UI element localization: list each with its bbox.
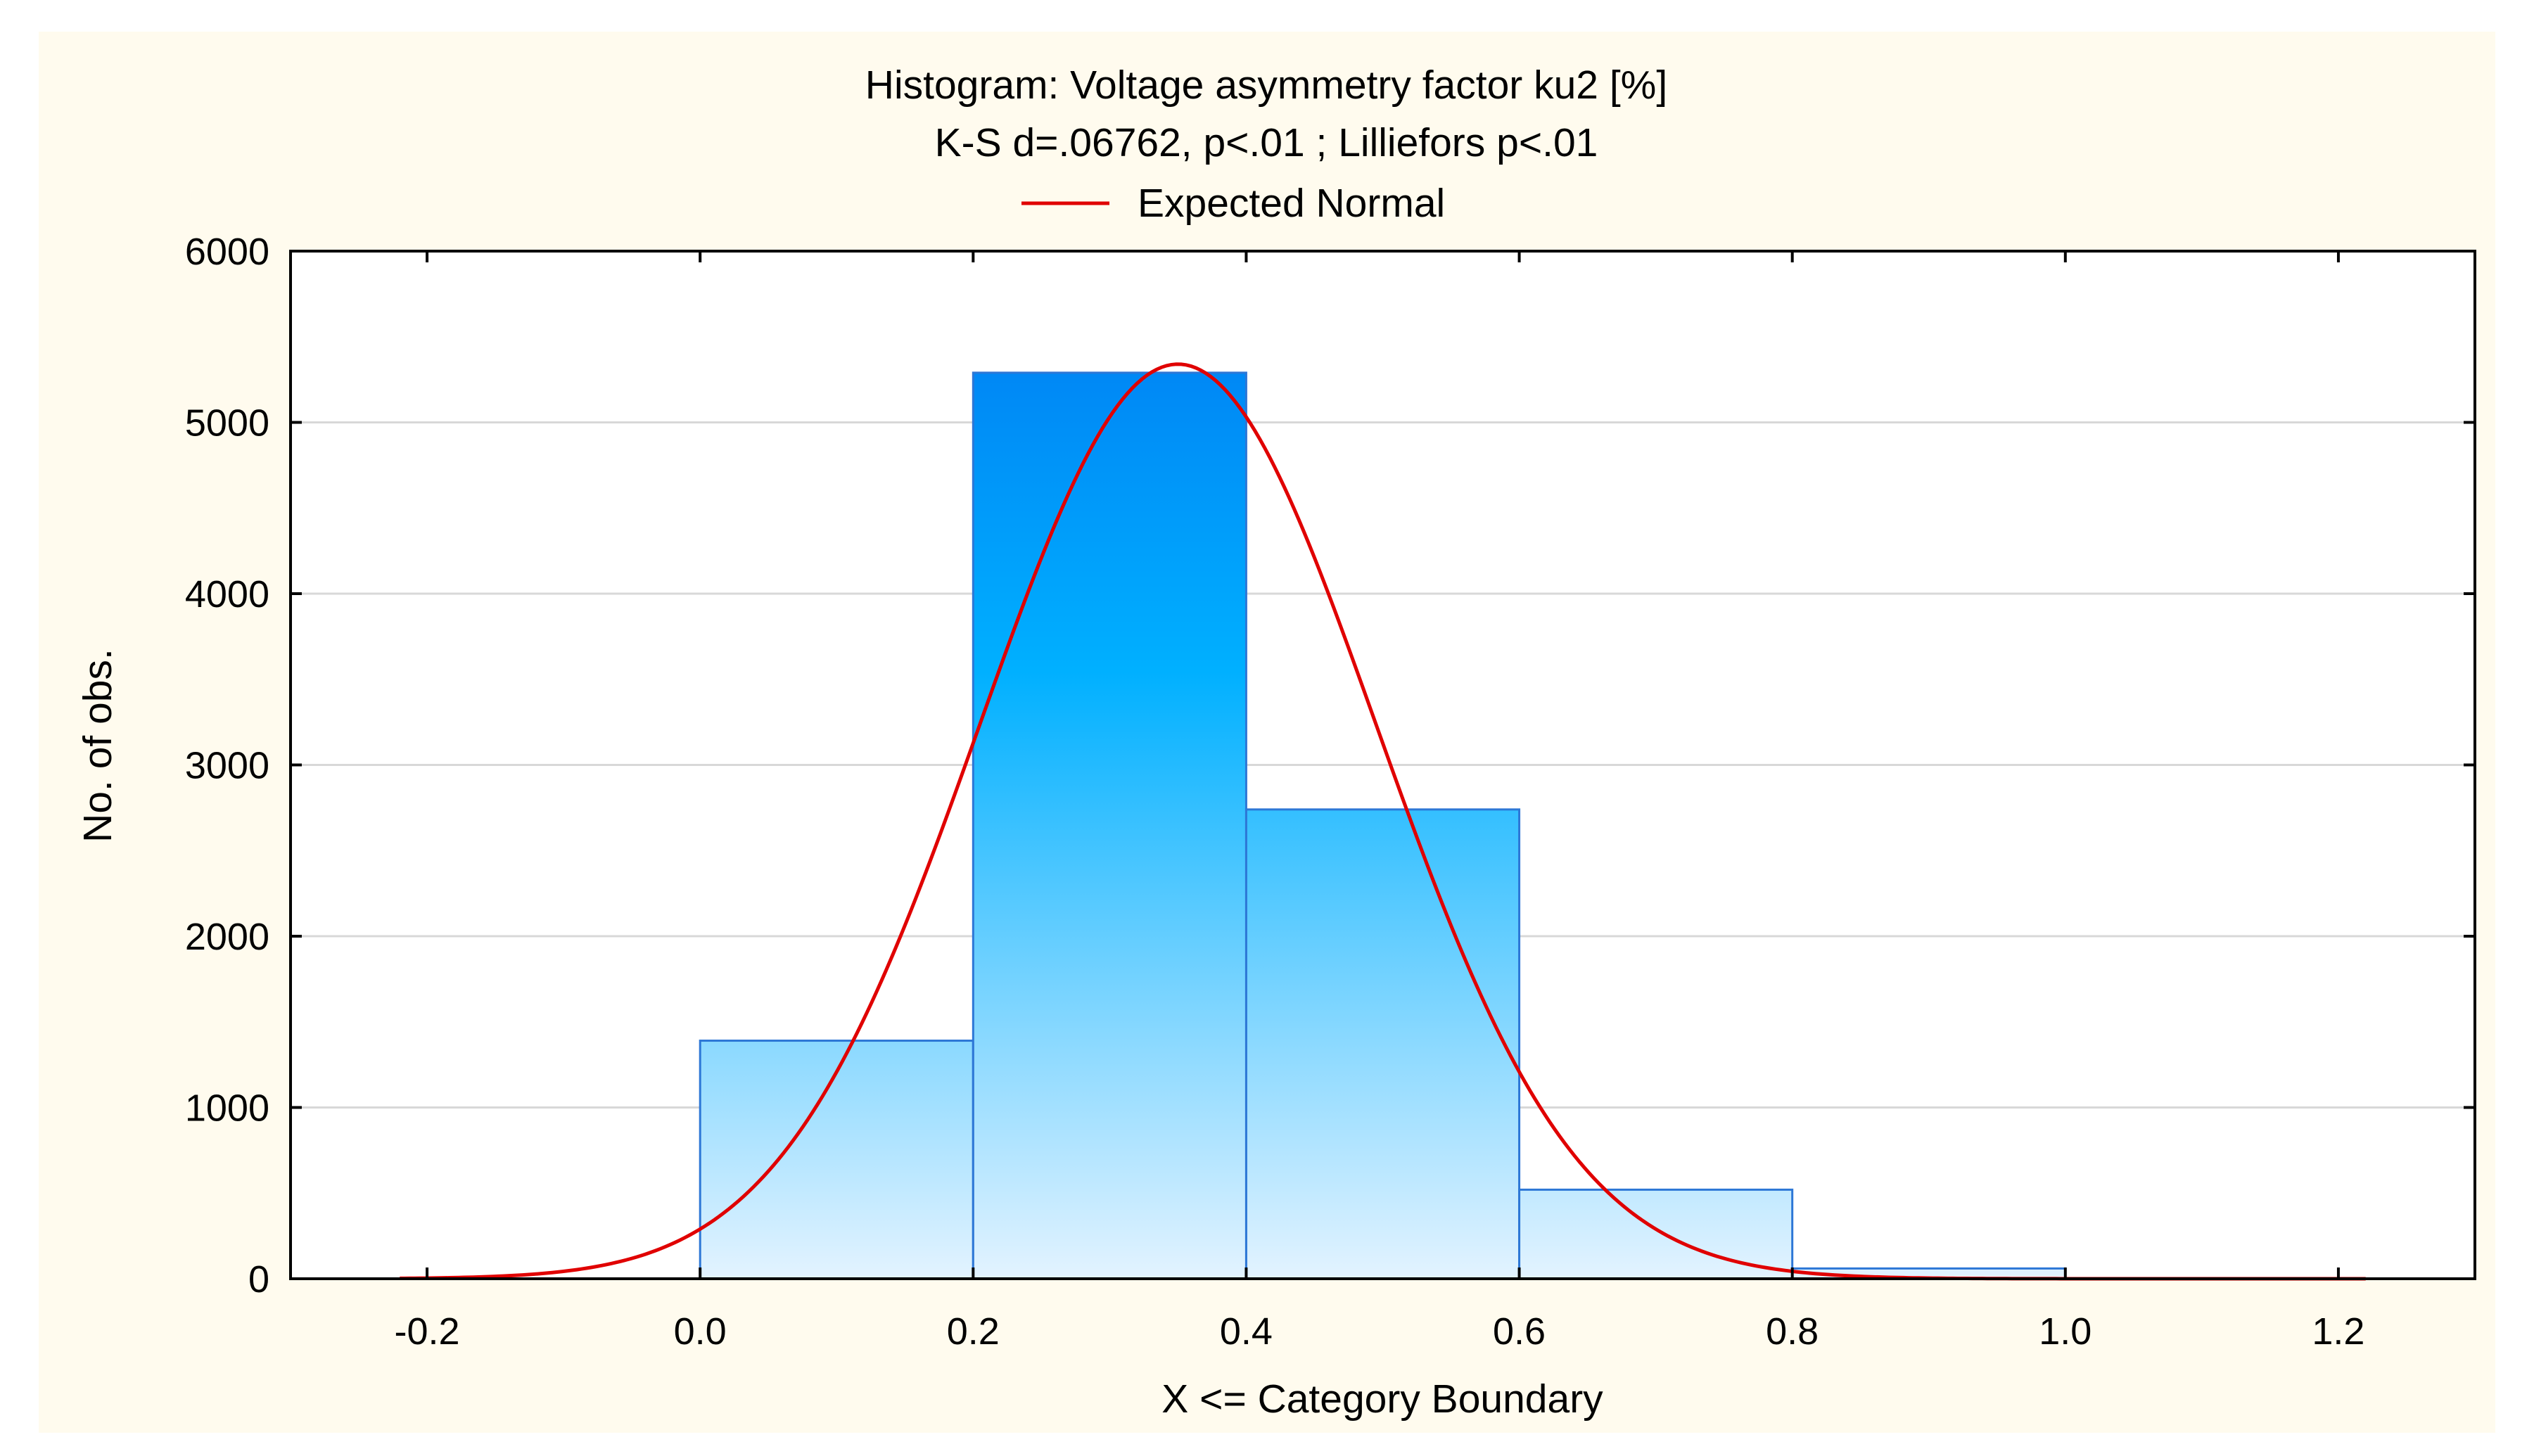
histogram-bar-3 bbox=[1518, 1188, 1794, 1280]
y-tick-label-2: 2000 bbox=[185, 916, 269, 958]
y-axis-label: No. of obs. bbox=[75, 649, 120, 843]
y-tick-label-1: 1000 bbox=[185, 1087, 269, 1130]
histogram-bar-0 bbox=[699, 1040, 974, 1280]
x-tick-label-7: 1.2 bbox=[2312, 1310, 2364, 1353]
histogram-bars bbox=[699, 371, 2067, 1280]
axis-ticks bbox=[291, 250, 2475, 1280]
x-axis-tick-labels: -0.2 0.0 0.2 0.4 0.6 0.8 1.0 1.2 bbox=[395, 1310, 2365, 1353]
legend-label-expected-normal: Expected Normal bbox=[1138, 181, 1445, 226]
y-tick-label-6: 6000 bbox=[185, 231, 269, 273]
histogram-bar-2 bbox=[1244, 808, 1521, 1280]
x-tick-label-1: 0.0 bbox=[674, 1310, 727, 1353]
legend: Expected Normal bbox=[1021, 181, 1445, 226]
y-tick-label-5: 5000 bbox=[185, 402, 269, 445]
y-tick-label-3: 3000 bbox=[185, 745, 269, 787]
x-tick-label-4: 0.6 bbox=[1493, 1310, 1546, 1353]
x-axis-label: X <= Category Boundary bbox=[1161, 1377, 1603, 1422]
chart-title: Histogram: Voltage asymmetry factor ku2 … bbox=[865, 63, 1667, 108]
x-tick-label-3: 0.4 bbox=[1220, 1310, 1273, 1353]
histogram-bar-1 bbox=[972, 371, 1247, 1280]
x-tick-label-6: 1.0 bbox=[2039, 1310, 2091, 1353]
y-tick-label-4: 4000 bbox=[185, 573, 269, 615]
x-tick-label-0: -0.2 bbox=[395, 1310, 460, 1353]
y-axis-tick-labels: 0 1000 2000 3000 4000 5000 6000 bbox=[185, 231, 269, 1301]
x-tick-label-5: 0.8 bbox=[1766, 1310, 1819, 1353]
y-tick-label-0: 0 bbox=[248, 1258, 269, 1301]
x-tick-label-2: 0.2 bbox=[947, 1310, 1000, 1353]
chart-subtitle: K-S d=.06762, p<.01 ; Lilliefors p<.01 bbox=[935, 120, 1598, 165]
